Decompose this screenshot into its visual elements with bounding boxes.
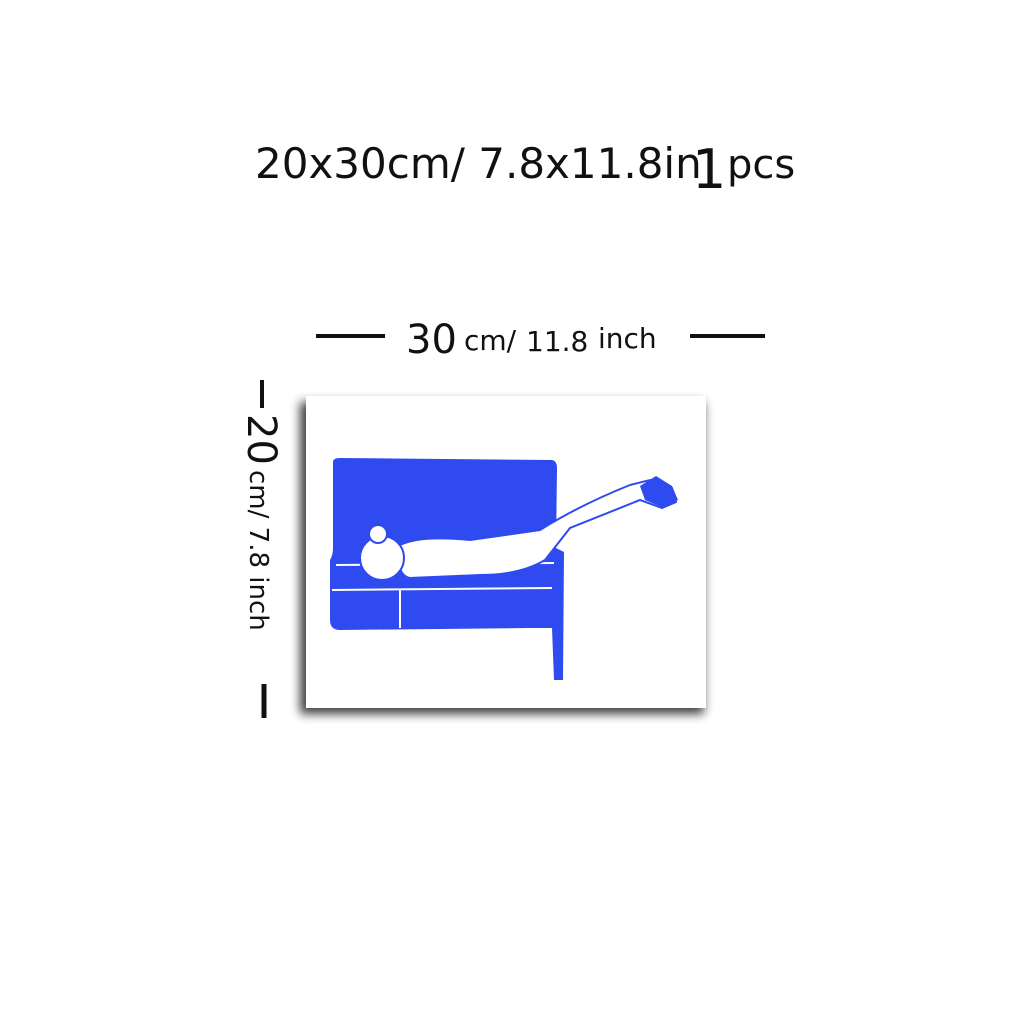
size-title: 20x30cm/ 7.8x11.8in xyxy=(255,139,702,188)
width-value: 30 xyxy=(406,317,457,363)
height-value: 20 xyxy=(238,414,284,465)
quantity: 1 xyxy=(692,138,726,201)
height-rest: cm/ 7.8 inch xyxy=(243,470,273,631)
height-label: 20 cm/ 7.8 inch xyxy=(238,414,284,631)
sock xyxy=(640,476,678,508)
width-inch-unit: inch xyxy=(598,322,657,355)
quantity-unit: pcs xyxy=(727,142,795,188)
artwork xyxy=(330,458,678,680)
width-unit: cm/ xyxy=(464,324,517,357)
width-inch-value: 11.8 xyxy=(526,325,588,358)
hair-bun xyxy=(368,524,388,544)
